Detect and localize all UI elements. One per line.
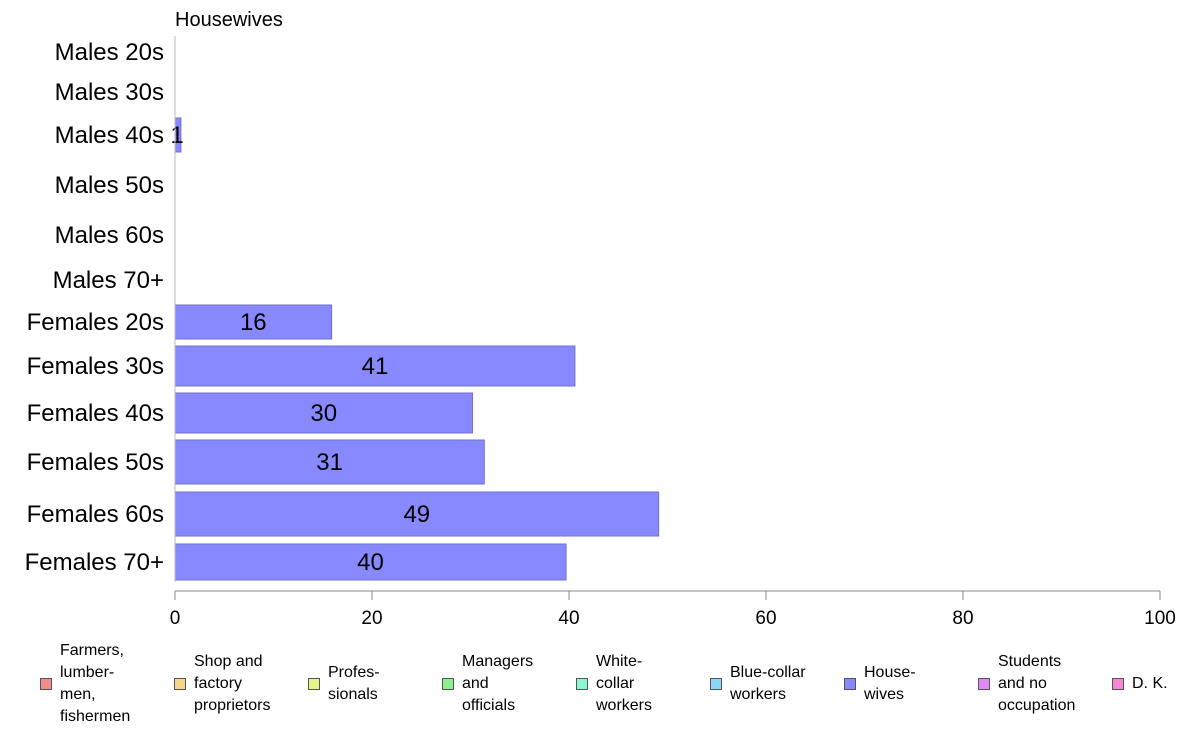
legend-swatch: [710, 678, 722, 690]
legend-label: Profes- sionals: [328, 664, 380, 703]
x-tick-label: 80: [952, 608, 973, 629]
category-label: Females 30s: [27, 353, 164, 380]
x-tick-label: 60: [755, 608, 776, 629]
legend-swatch: [40, 678, 52, 690]
category-label: Females 40s: [27, 400, 164, 427]
legend-item: Managers and officials: [442, 651, 533, 717]
category-label: Females 70+: [25, 549, 164, 576]
legend-item: Shop and factory proprietors: [174, 651, 270, 717]
chart-title: Housewives: [175, 9, 283, 31]
legend-item: Profes- sionals: [308, 662, 380, 706]
category-label: Males 30s: [55, 79, 164, 106]
legend-swatch: [576, 678, 588, 690]
legend-item: D. K.: [1112, 673, 1168, 695]
data-label: 30: [310, 400, 337, 427]
legend-label: Farmers, lumber- men, fishermen: [60, 642, 131, 725]
legend-item: White- collar workers: [576, 651, 652, 717]
x-tick-label: 20: [361, 608, 382, 629]
legend-swatch: [174, 678, 186, 690]
data-label: 16: [240, 309, 267, 336]
data-label: 40: [357, 549, 384, 576]
category-label: Males 20s: [55, 39, 164, 66]
legend-item: House- wives: [844, 662, 916, 706]
legend-swatch: [844, 678, 856, 690]
legend-label: House- wives: [864, 664, 916, 703]
category-label: Females 20s: [27, 309, 164, 336]
legend-swatch: [442, 678, 454, 690]
legend-label: White- collar workers: [596, 653, 653, 714]
bar: [174, 345, 576, 387]
legend-label: Blue-collar workers: [730, 664, 806, 703]
category-label: Males 50s: [55, 172, 164, 199]
legend-swatch: [308, 678, 320, 690]
data-label: 41: [362, 353, 389, 380]
legend-item: Blue-collar workers: [710, 662, 806, 706]
legend-item: Farmers, lumber- men, fishermen: [40, 640, 130, 728]
legend-label: Shop and factory proprietors: [194, 653, 271, 714]
legend-label: D. K.: [1132, 675, 1168, 692]
x-tick-label: 0: [170, 608, 181, 629]
category-label: Males 40s: [55, 122, 164, 149]
data-label: 49: [403, 501, 430, 528]
category-label: Females 50s: [27, 449, 164, 476]
legend-label: Managers and officials: [462, 653, 534, 714]
x-tick-label: 40: [558, 608, 579, 629]
bar: [174, 543, 567, 581]
legend-label: Students and no occupation: [998, 653, 1076, 714]
category-label: Males 60s: [55, 222, 164, 249]
bar: [174, 439, 485, 485]
legend: Farmers, lumber- men, fishermen Shop and …: [0, 640, 1188, 736]
bar-chart: Housewives 1 16 41 30 31 49 40 Males 20s Males …: [25, 9, 1176, 629]
bar: [174, 491, 660, 537]
category-label: Females 60s: [27, 501, 164, 528]
data-label: 31: [316, 449, 343, 476]
x-tick-label: 100: [1144, 608, 1176, 629]
legend-swatch: [978, 678, 990, 690]
legend-item: Students and no occupation: [978, 651, 1075, 717]
data-label: 1: [170, 122, 183, 149]
bar: [174, 304, 333, 340]
category-label: Males 70+: [53, 267, 164, 294]
legend-swatch: [1112, 678, 1124, 690]
